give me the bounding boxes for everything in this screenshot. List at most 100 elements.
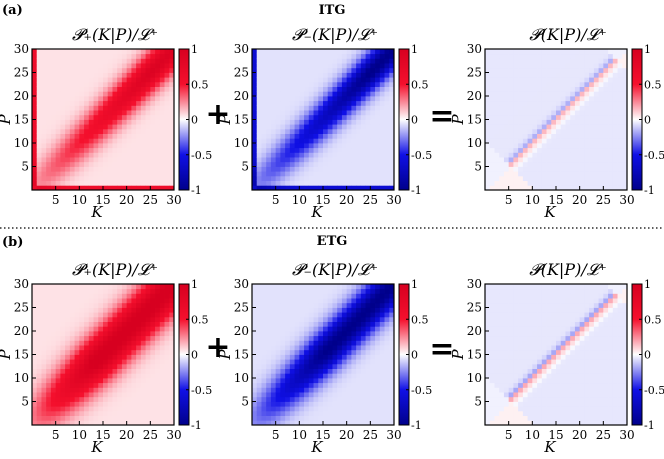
heatmap-cell bbox=[84, 161, 90, 167]
heatmap-cell bbox=[356, 161, 362, 167]
heatmap-cell bbox=[103, 359, 109, 365]
heatmap-cell bbox=[532, 171, 538, 177]
heatmap-cell bbox=[98, 284, 104, 290]
heatmap-cell bbox=[140, 298, 146, 304]
heatmap-cell bbox=[266, 110, 272, 116]
heatmap-cell bbox=[351, 110, 357, 116]
heatmap-cell bbox=[370, 152, 376, 158]
heatmap-cell bbox=[337, 110, 343, 116]
heatmap-cell bbox=[60, 288, 66, 294]
heatmap-cell bbox=[485, 349, 491, 355]
heatmap-cell bbox=[304, 175, 310, 181]
heatmap-cell bbox=[289, 410, 295, 416]
heatmap-cell bbox=[98, 312, 104, 318]
heatmap-cell bbox=[266, 114, 272, 120]
heatmap-cell bbox=[145, 96, 151, 102]
heatmap-cell bbox=[159, 77, 165, 83]
heatmap-cell bbox=[546, 58, 552, 64]
heatmap-cell bbox=[140, 401, 146, 407]
heatmap-cell bbox=[522, 81, 528, 87]
heatmap-cell bbox=[327, 410, 333, 416]
heatmap-cell bbox=[370, 331, 376, 337]
heatmap-cell bbox=[294, 331, 300, 337]
heatmap-cell bbox=[527, 396, 533, 402]
heatmap-cell bbox=[332, 401, 338, 407]
heatmap-cell bbox=[337, 335, 343, 341]
heatmap-cell bbox=[304, 302, 310, 308]
heatmap-cell bbox=[379, 157, 385, 163]
heatmap-cell bbox=[494, 166, 500, 172]
heatmap-cell bbox=[84, 72, 90, 78]
heatmap-cell bbox=[337, 316, 343, 322]
heatmap-cell bbox=[159, 302, 165, 308]
heatmap-cell bbox=[280, 307, 286, 313]
heatmap-cell bbox=[308, 307, 314, 313]
heatmap-cell bbox=[299, 378, 305, 384]
heatmap-cell bbox=[88, 368, 94, 374]
heatmap-cell bbox=[145, 133, 151, 139]
heatmap-cell bbox=[622, 143, 628, 149]
heatmap-cell bbox=[337, 143, 343, 149]
heatmap-cell bbox=[107, 81, 113, 87]
heatmap-cell bbox=[379, 171, 385, 177]
heatmap-cell bbox=[494, 345, 500, 351]
heatmap-cell bbox=[55, 321, 61, 327]
heatmap-cell bbox=[126, 373, 132, 379]
heatmap-cell bbox=[131, 368, 137, 374]
heatmap-cell bbox=[617, 58, 623, 64]
heatmap-cell bbox=[69, 321, 75, 327]
heatmap-cell bbox=[513, 382, 519, 388]
heatmap-cell bbox=[318, 406, 324, 412]
heatmap-cell bbox=[261, 288, 267, 294]
heatmap-cell bbox=[375, 345, 381, 351]
heatmap-cell bbox=[356, 77, 362, 83]
heatmap-cell bbox=[351, 180, 357, 186]
heatmap-cell bbox=[518, 321, 524, 327]
heatmap-cell bbox=[356, 49, 362, 55]
heatmap-cell bbox=[532, 161, 538, 167]
heatmap-cell bbox=[41, 373, 47, 379]
heatmap-cell bbox=[379, 410, 385, 416]
heatmap-cell bbox=[332, 67, 338, 73]
heatmap-cell bbox=[384, 415, 390, 421]
heatmap-cell bbox=[370, 316, 376, 322]
heatmap-cell bbox=[304, 340, 310, 346]
heatmap-cell bbox=[518, 147, 524, 153]
heatmap-cell bbox=[508, 81, 514, 87]
heatmap-cell bbox=[294, 53, 300, 59]
heatmap-cell bbox=[131, 335, 137, 341]
heatmap-cell bbox=[299, 312, 305, 318]
heatmap-cell bbox=[503, 312, 510, 318]
heatmap-cell bbox=[565, 147, 571, 153]
heatmap-cell bbox=[370, 67, 376, 73]
heatmap-cell bbox=[341, 331, 348, 337]
heatmap-cell bbox=[598, 114, 604, 120]
x-tick-label: 5 bbox=[52, 428, 60, 442]
heatmap-cell bbox=[494, 406, 500, 412]
heatmap-cell bbox=[79, 143, 85, 149]
heatmap-cell bbox=[121, 415, 128, 421]
heatmap-cell bbox=[551, 53, 557, 59]
heatmap-cell bbox=[365, 349, 371, 355]
heatmap-cell bbox=[527, 110, 533, 116]
heatmap-cell bbox=[513, 340, 519, 346]
colorbar-tick-label: 0 bbox=[191, 114, 198, 127]
heatmap-cell bbox=[337, 96, 343, 102]
heatmap-cell bbox=[266, 396, 272, 402]
heatmap-cell bbox=[318, 138, 324, 144]
heatmap-cell bbox=[313, 58, 319, 64]
heatmap-cell bbox=[275, 382, 281, 388]
heatmap-cell bbox=[159, 180, 165, 186]
heatmap-cell bbox=[384, 138, 390, 144]
heatmap-cell bbox=[570, 143, 576, 149]
heatmap-cell bbox=[389, 382, 395, 388]
heatmap-cell bbox=[327, 161, 333, 167]
heatmap-cell bbox=[617, 81, 623, 87]
x-tick-label: 20 bbox=[339, 428, 354, 442]
heatmap-cell bbox=[365, 171, 371, 177]
heatmap-cell bbox=[365, 180, 371, 186]
heatmap-cell bbox=[112, 67, 118, 73]
heatmap-cell bbox=[93, 138, 99, 144]
heatmap-cell bbox=[256, 138, 262, 144]
heatmap-cell bbox=[337, 100, 343, 106]
